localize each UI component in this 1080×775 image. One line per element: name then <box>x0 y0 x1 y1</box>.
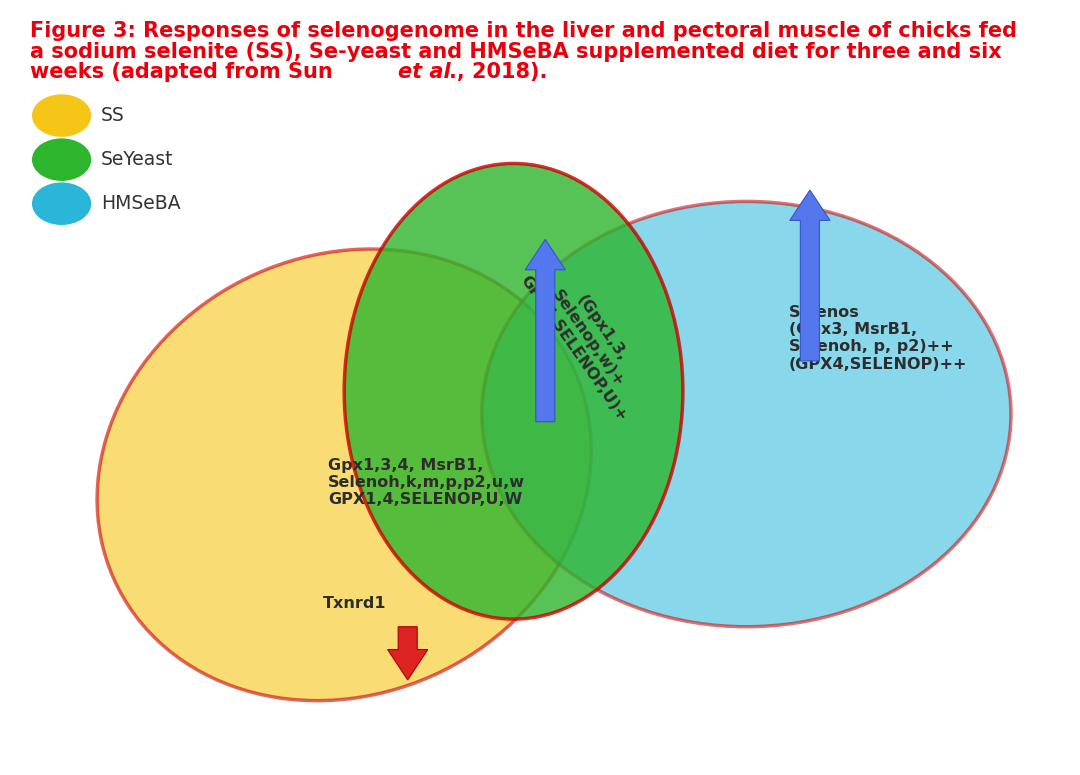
Text: Figure 3: Responses of selenogenome in the liver and pectoral muscle of chicks f: Figure 3: Responses of selenogenome in t… <box>30 22 1017 41</box>
Text: a sodium selenite (SS), Se-yeast and HMSeBA supplemented diet for three and six: a sodium selenite (SS), Se-yeast and HMS… <box>30 42 1001 62</box>
FancyArrow shape <box>525 239 566 422</box>
Ellipse shape <box>345 164 683 619</box>
FancyArrow shape <box>388 627 428 680</box>
Circle shape <box>32 95 91 137</box>
Text: (Gpx1,3,
Selenop,w)+
GPX4,SELENOP,U)+: (Gpx1,3, Selenop,w)+ GPX4,SELENOP,U)+ <box>517 253 658 424</box>
Text: SeYeast: SeYeast <box>100 150 173 169</box>
Text: Gpx1,3,4, MsrB1,
Selenoh,k,m,p,p2,u,w
GPX1,4,SELENOP,U,W: Gpx1,3,4, MsrB1, Selenoh,k,m,p,p2,u,w GP… <box>328 457 525 508</box>
Text: weeks (adapted from Sun: weeks (adapted from Sun <box>30 63 340 82</box>
Ellipse shape <box>482 202 1011 627</box>
Circle shape <box>32 182 91 225</box>
Text: Selenos
(Gpx3, MsrB1,
Selenoh, p, p2)++
(GPX4,SELENOP)++: Selenos (Gpx3, MsrB1, Selenoh, p, p2)++ … <box>788 305 968 372</box>
Text: SS: SS <box>100 106 124 125</box>
Text: ., 2018).: ., 2018). <box>449 63 548 82</box>
Ellipse shape <box>97 249 591 701</box>
Text: Txnrd1: Txnrd1 <box>323 597 387 611</box>
Text: HMSeBA: HMSeBA <box>100 195 180 213</box>
FancyArrow shape <box>789 190 831 361</box>
Text: et al: et al <box>399 63 450 82</box>
Circle shape <box>32 139 91 181</box>
